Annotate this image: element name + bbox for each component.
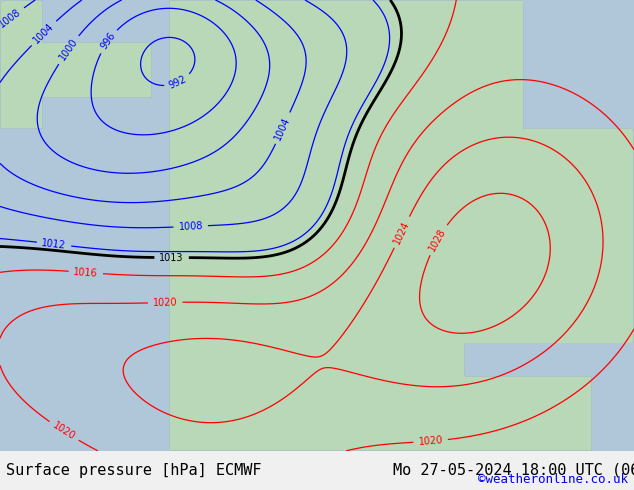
Text: 1013: 1013 — [159, 252, 184, 263]
Text: 1012: 1012 — [41, 238, 67, 250]
Text: 1000: 1000 — [57, 37, 79, 63]
Text: 1020: 1020 — [51, 420, 77, 442]
Text: 1016: 1016 — [73, 267, 98, 278]
Text: 992: 992 — [167, 74, 188, 91]
Text: 996: 996 — [99, 31, 117, 51]
Text: 1004: 1004 — [273, 115, 292, 142]
Text: 1028: 1028 — [427, 226, 448, 253]
Text: 1008: 1008 — [178, 221, 203, 232]
Text: 1020: 1020 — [418, 435, 443, 447]
Text: 1020: 1020 — [153, 297, 178, 308]
Text: 1008: 1008 — [0, 7, 23, 29]
Text: Surface pressure [hPa] ECMWF: Surface pressure [hPa] ECMWF — [6, 463, 262, 478]
Text: Mo 27-05-2024 18:00 UTC (06+36): Mo 27-05-2024 18:00 UTC (06+36) — [393, 463, 634, 478]
Text: 1024: 1024 — [392, 219, 411, 245]
Text: ©weatheronline.co.uk: ©weatheronline.co.uk — [477, 473, 628, 486]
Text: 1004: 1004 — [32, 21, 56, 46]
